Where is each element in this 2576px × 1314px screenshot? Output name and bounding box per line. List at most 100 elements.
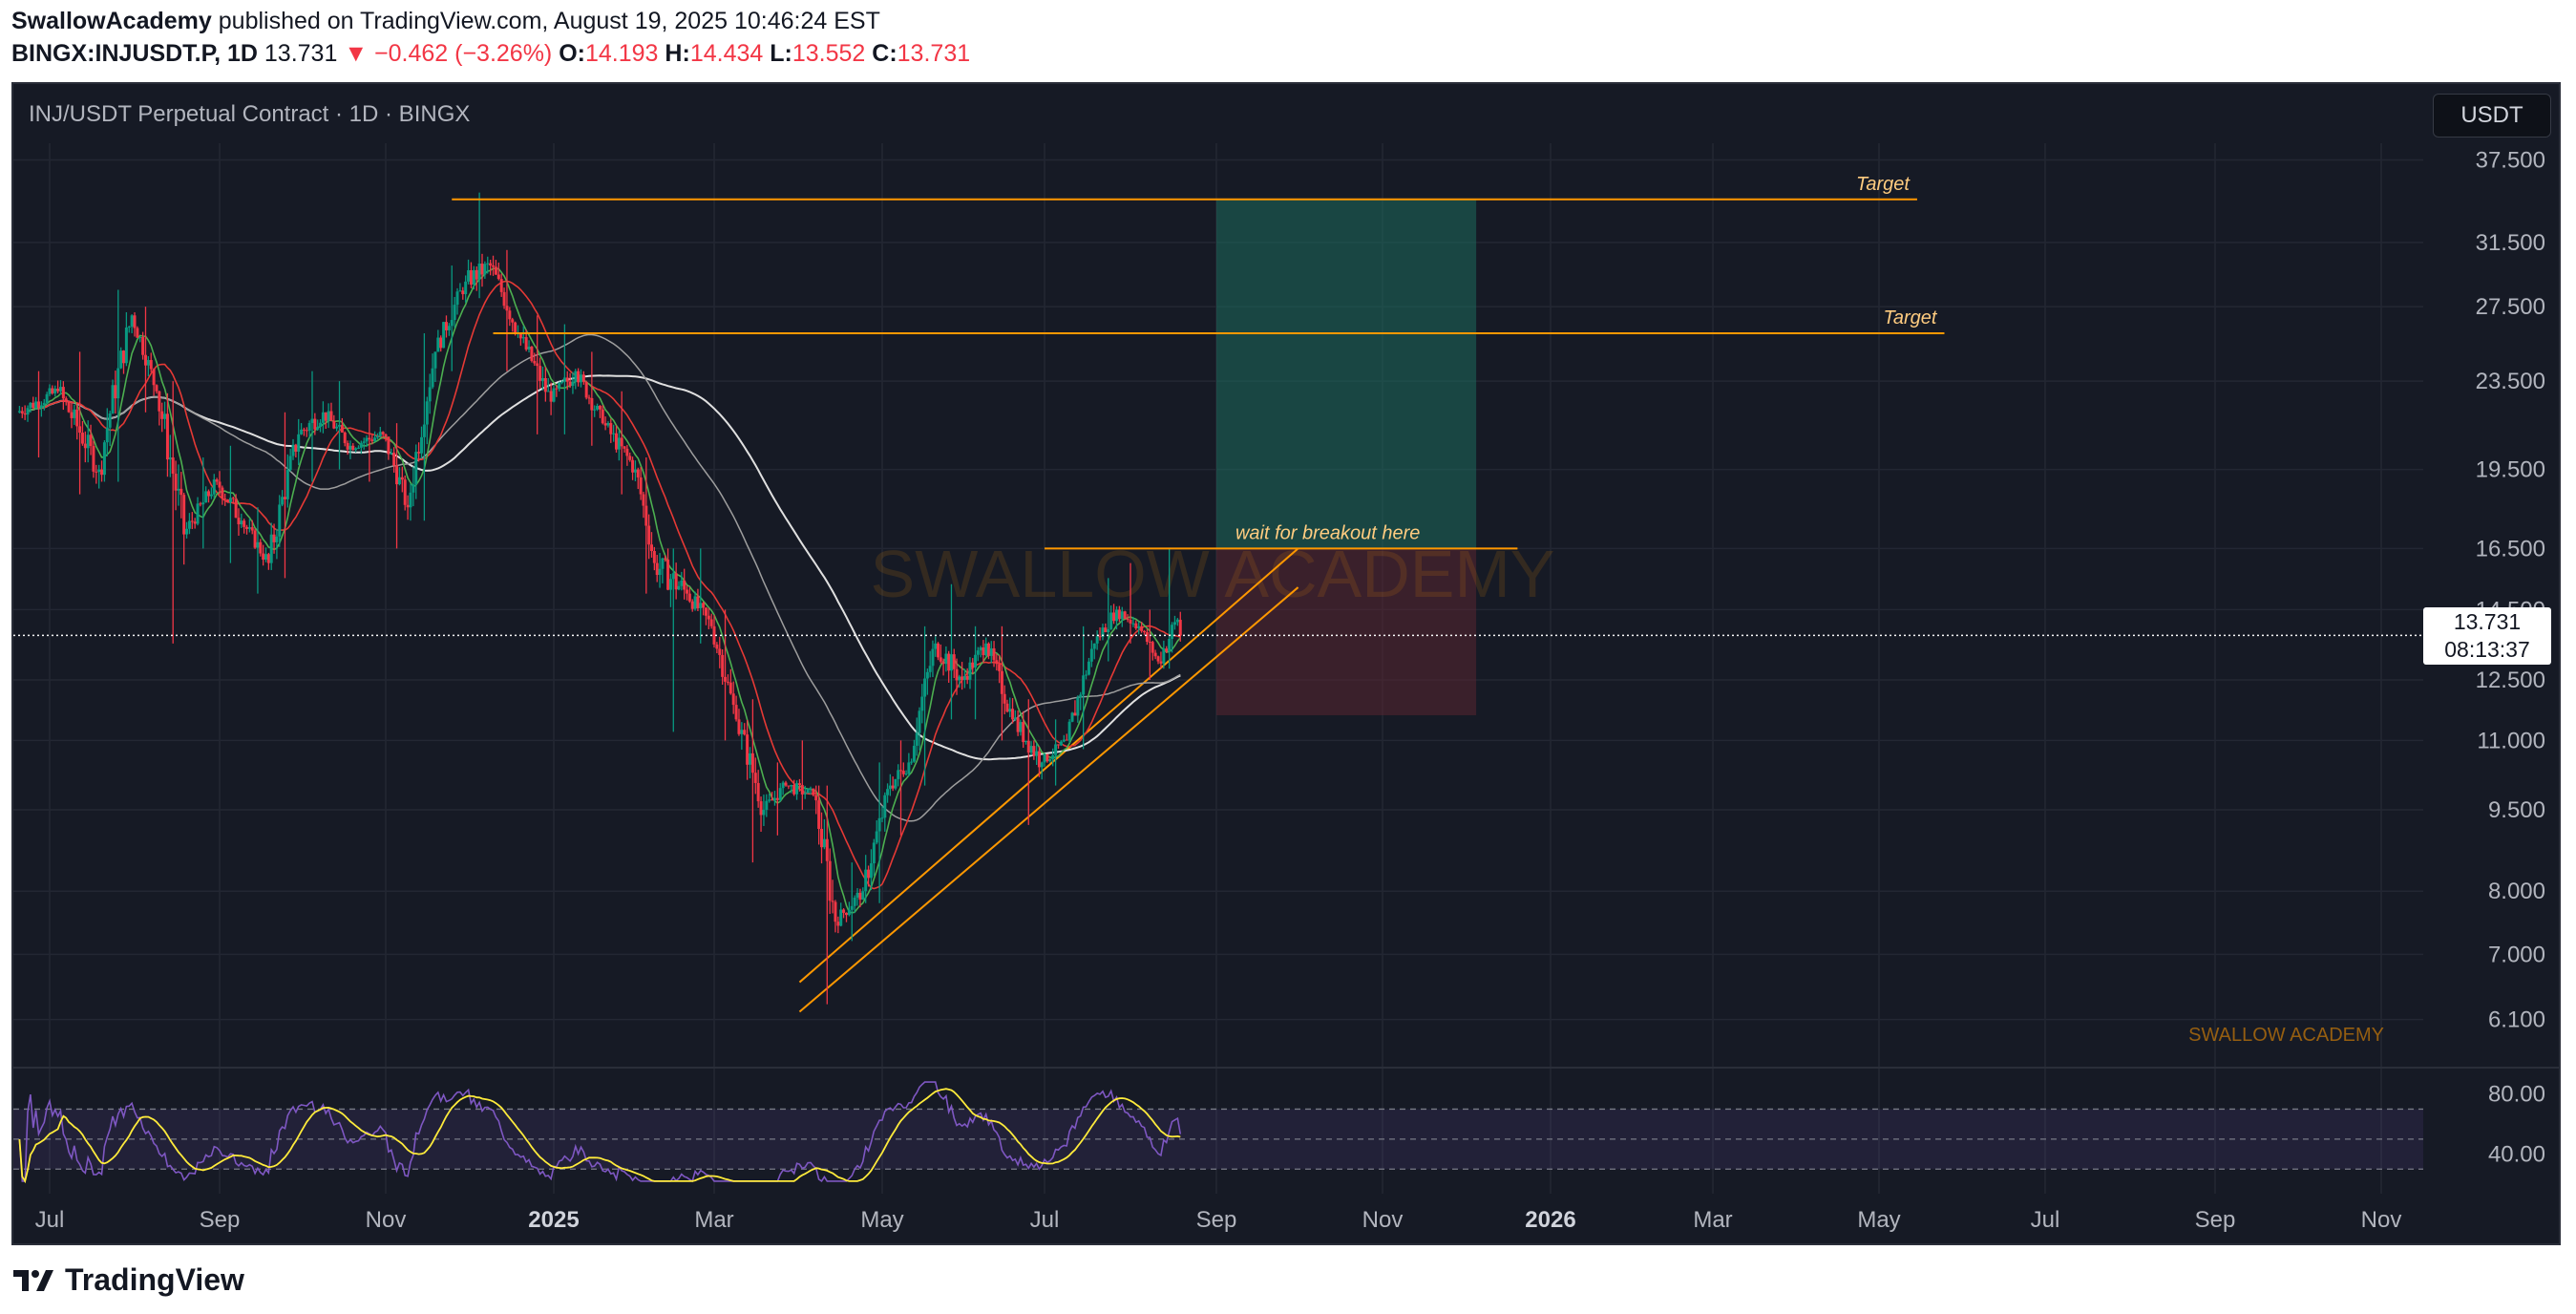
candle-body [734, 705, 738, 720]
time-tick-label: Jul [2031, 1207, 2060, 1233]
candle-body [579, 374, 582, 383]
candle-body [346, 442, 349, 450]
candle-body [70, 412, 74, 418]
candle-body [1087, 661, 1090, 675]
candle-body [687, 593, 691, 602]
candle-body [1092, 643, 1096, 649]
candle-body [1112, 612, 1116, 622]
price-tick-label: 7.000 [2488, 942, 2545, 967]
candle-body [420, 436, 424, 454]
tradingview-logo[interactable]: TradingView [11, 1259, 244, 1301]
candle-body [329, 411, 333, 421]
candle-body [968, 662, 972, 680]
price-tick-label: 19.500 [2476, 457, 2545, 483]
candle-body [226, 499, 230, 502]
candle-body [53, 388, 57, 393]
candle-body [894, 778, 897, 789]
price-tick-label: 37.500 [2476, 147, 2545, 173]
candle-body [690, 601, 694, 609]
candle-body [886, 789, 890, 795]
candle-body [858, 892, 862, 901]
candle-body [584, 381, 588, 398]
currency-button[interactable]: USDT [2433, 94, 2551, 138]
annotations: Target Target wait for breakout here [13, 174, 2423, 637]
candle-body [486, 263, 490, 265]
candle-body [750, 752, 754, 774]
time-tick-label: Sep [1196, 1207, 1237, 1233]
candle-body [784, 782, 788, 786]
candle-body [444, 322, 448, 330]
candle-body [855, 892, 859, 898]
candle-body [221, 487, 224, 499]
candle-body [397, 477, 401, 485]
candle-body [1045, 753, 1049, 762]
candle-body [1137, 625, 1141, 628]
candle-body [934, 643, 938, 649]
candle-body [283, 497, 286, 499]
candle-body [179, 488, 183, 496]
candle-body [601, 409, 604, 424]
candle-body [417, 452, 421, 454]
candle-body [661, 558, 665, 569]
candle-body [715, 644, 719, 649]
candle-body [568, 381, 572, 387]
candle-body [920, 696, 924, 711]
candle-body [155, 385, 158, 392]
time-tick-label: May [1857, 1207, 1900, 1233]
candle-body [949, 654, 953, 671]
candle-body [877, 817, 881, 832]
candle-body [897, 770, 900, 779]
price-tick-label: 6.100 [2488, 1007, 2545, 1033]
candle-body [26, 408, 30, 415]
candle-body [278, 504, 282, 537]
candle-body [489, 263, 493, 266]
candle-body [190, 520, 194, 522]
candle-body [1159, 661, 1163, 664]
candle-body [693, 596, 697, 609]
candle-body [704, 607, 707, 616]
candle-body [1082, 675, 1086, 695]
candle-body [781, 782, 785, 789]
candle-body [285, 470, 289, 499]
candle-body [1054, 744, 1058, 755]
high-label: H: [665, 40, 690, 67]
candle-body [1029, 746, 1033, 753]
candle-body [872, 842, 876, 864]
candle-body [196, 503, 200, 524]
candle-body [740, 730, 744, 734]
candle-body [664, 558, 667, 560]
candle-body [414, 452, 418, 485]
candle-body [387, 436, 391, 455]
candle-body [1107, 628, 1110, 633]
author-name[interactable]: SwallowAcademy [11, 8, 212, 34]
candle-body [850, 905, 854, 910]
candle-body [1162, 648, 1166, 664]
candle-body [1011, 709, 1015, 720]
time-tick-label: Nov [366, 1207, 407, 1233]
candle-body [1037, 751, 1041, 768]
candle-body [272, 534, 276, 542]
candle-body [480, 264, 484, 275]
candle-body [644, 505, 648, 526]
candle-body [461, 290, 465, 295]
candle-body [316, 427, 320, 430]
candle-body [381, 432, 385, 434]
candle-body [792, 784, 796, 795]
candle-body [185, 528, 189, 535]
candle-body [243, 520, 246, 527]
candle-body [743, 730, 747, 735]
time-tick-label: Sep [2195, 1207, 2236, 1233]
candle-body [549, 391, 553, 402]
candle-body [431, 368, 434, 388]
candle-body [370, 439, 374, 441]
candle-body [941, 661, 945, 665]
last-price-value: 13.731 [2453, 609, 2522, 634]
candle-body [1062, 739, 1066, 742]
candle-body [558, 382, 561, 390]
candle-body [1008, 709, 1012, 712]
high-value: 14.434 [689, 40, 764, 67]
candle-body [1019, 722, 1023, 732]
candle-body [1051, 754, 1055, 760]
candle-body [305, 430, 308, 432]
